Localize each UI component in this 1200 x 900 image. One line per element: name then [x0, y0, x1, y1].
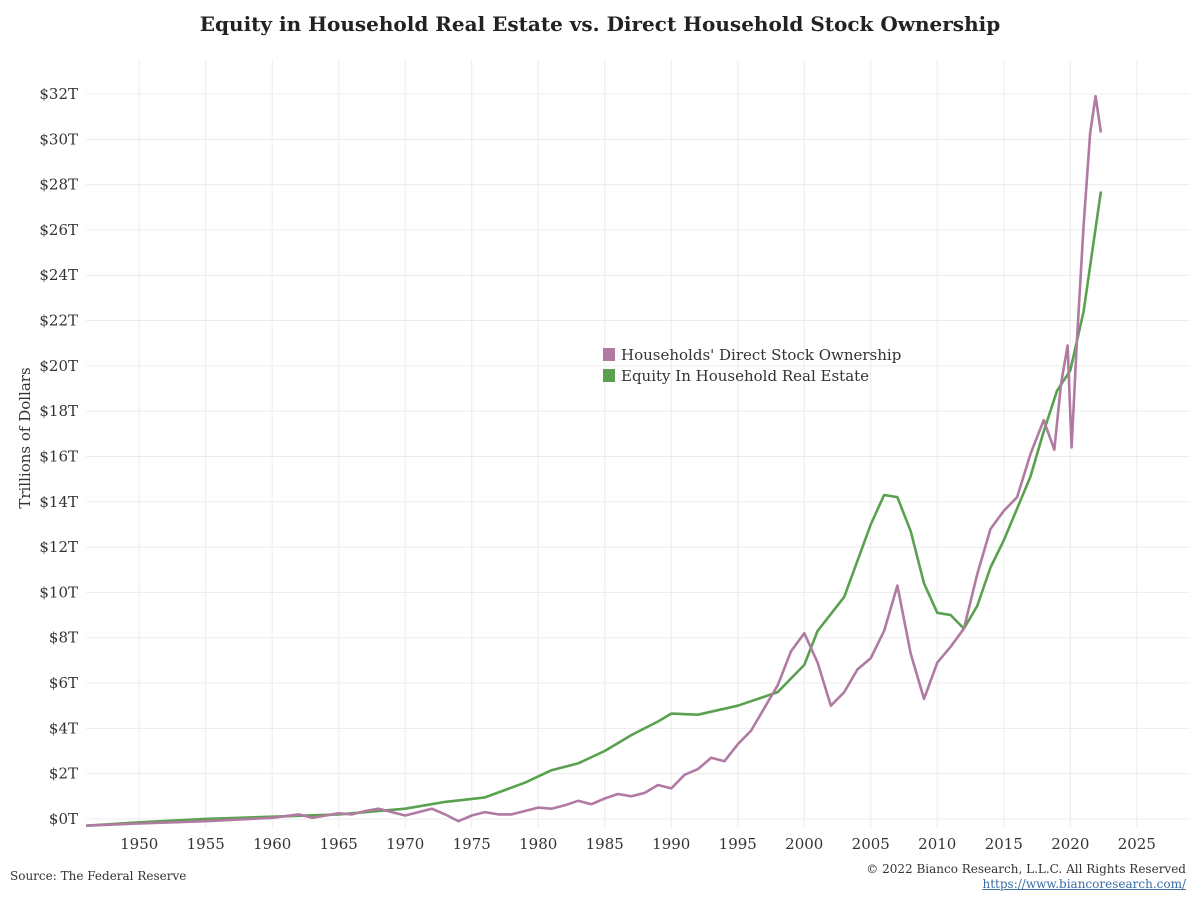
copyright-text: © 2022 Bianco Research, L.L.C. All Right…: [866, 862, 1186, 876]
x-tick-label: 1975: [453, 835, 491, 853]
x-tick-label: 2020: [1051, 835, 1089, 853]
y-axis-title: Trillions of Dollars: [16, 367, 34, 508]
x-tick-label: 1985: [586, 835, 624, 853]
x-tick-label: 1970: [386, 835, 424, 853]
x-tick-label: 2025: [1118, 835, 1156, 853]
series-layer: [85, 94, 1103, 827]
y-tick-label: $24T: [39, 266, 78, 284]
y-tick-label: $10T: [39, 583, 78, 601]
y-tick-label: $4T: [49, 719, 78, 737]
y-tick-label: $20T: [39, 357, 78, 375]
y-tick-label: $16T: [39, 447, 78, 465]
x-tick-label: 2005: [852, 835, 890, 853]
y-tick-label: $32T: [39, 85, 78, 103]
x-tick-label: 1980: [519, 835, 557, 853]
y-tick-label: $30T: [39, 130, 78, 148]
x-tick-label: 1955: [187, 835, 225, 853]
series-line-1[interactable]: [85, 191, 1103, 827]
legend-label: Equity In Household Real Estate: [621, 367, 869, 385]
footer-credits: © 2022 Bianco Research, L.L.C. All Right…: [866, 862, 1186, 892]
y-tick-label: $0T: [49, 810, 78, 828]
y-tick-label: $28T: [39, 176, 78, 194]
chart-title: Equity in Household Real Estate vs. Dire…: [199, 12, 1001, 36]
y-tick-label: $6T: [49, 674, 78, 692]
x-tick-label: 2000: [785, 835, 823, 853]
x-tick-label: 1950: [120, 835, 158, 853]
legend-label: Households' Direct Stock Ownership: [621, 346, 901, 364]
legend-swatch: [603, 348, 615, 361]
website-link[interactable]: https://www.biancoresearch.com/: [982, 877, 1186, 891]
x-tick-label: 2015: [985, 835, 1023, 853]
y-tick-label: $14T: [39, 493, 78, 511]
series-line-0[interactable]: [85, 94, 1103, 827]
legend[interactable]: Households' Direct Stock Ownership Equity…: [603, 346, 901, 385]
x-axis: 1950 1955 1960 1965 1970 1975 1980 1985 1990 1995…: [120, 835, 1156, 853]
y-tick-label: $22T: [39, 312, 78, 330]
y-tick-label: $12T: [39, 538, 78, 556]
legend-swatch: [603, 369, 615, 382]
y-tick-label: $8T: [49, 629, 78, 647]
gridlines: [86, 60, 1190, 828]
y-tick-label: $26T: [39, 221, 78, 239]
x-tick-label: 1960: [253, 835, 291, 853]
y-axis: $0T $2T $4T $6T $8T $10T $12T $14T $16T $18T $20T $…: [39, 85, 78, 828]
y-tick-label: $2T: [49, 765, 78, 783]
x-tick-label: 2010: [918, 835, 956, 853]
source-note: Source: The Federal Reserve: [10, 869, 187, 883]
x-tick-label: 1995: [719, 835, 757, 853]
x-tick-label: 1990: [652, 835, 690, 853]
x-tick-label: 1965: [320, 835, 358, 853]
y-tick-label: $18T: [39, 402, 78, 420]
